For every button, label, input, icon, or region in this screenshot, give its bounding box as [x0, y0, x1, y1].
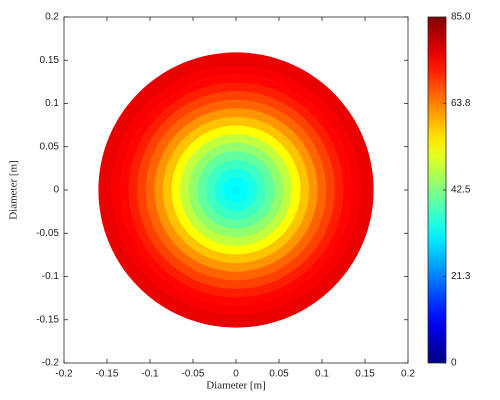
colorbar-tick-label: 21.3 — [451, 271, 471, 282]
x-tick-label: 0.15 — [355, 369, 375, 380]
x-tick-label: -0.2 — [55, 369, 73, 380]
x-tick-label: -0.05 — [182, 369, 205, 380]
x-axis-label: Diameter [m] — [206, 380, 266, 392]
y-tick-label: 0.15 — [40, 55, 60, 66]
x-tick-label: 0.1 — [315, 369, 329, 380]
colorbar-tick-label: 0 — [451, 358, 457, 369]
y-tick-label: 0.1 — [45, 98, 59, 109]
y-tick-label: -0.05 — [36, 228, 59, 239]
x-tick-label: 0.2 — [401, 369, 415, 380]
y-tick-label: -0.15 — [36, 314, 59, 325]
colorbar-tick-label: 63.8 — [451, 98, 471, 109]
x-tick-label: -0.15 — [96, 369, 119, 380]
y-axis-label: Diameter [m] — [8, 160, 20, 220]
x-tick-label: 0 — [233, 369, 239, 380]
y-tick-label: 0.05 — [40, 141, 60, 152]
y-tick-label: -0.1 — [42, 271, 60, 282]
y-tick-label: -0.2 — [42, 358, 60, 369]
x-tick-label: 0.05 — [269, 369, 289, 380]
contour-band — [231, 185, 241, 195]
x-tick-label: -0.1 — [141, 369, 159, 380]
colorbar-tick-label: 85.0 — [451, 12, 471, 23]
y-tick-label: 0.2 — [45, 12, 59, 23]
y-tick-label: 0 — [53, 185, 59, 196]
colorbar-tick-label: 42.5 — [451, 185, 471, 196]
